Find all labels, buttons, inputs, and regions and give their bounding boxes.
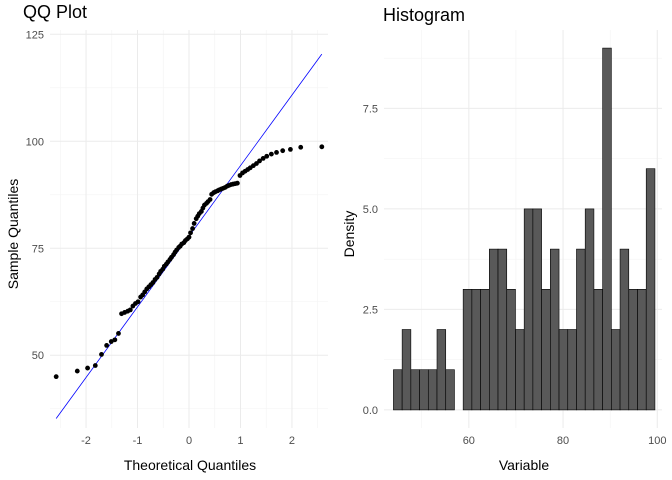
qq-point bbox=[207, 197, 213, 202]
qq-x-tick-label: -1 bbox=[133, 435, 143, 447]
histogram-title: Histogram bbox=[383, 5, 465, 25]
qq-point bbox=[257, 158, 262, 164]
qq-y-tick-labels: 50 75 100 125 bbox=[26, 29, 44, 362]
qq-point bbox=[319, 144, 325, 150]
histogram-x-tick-label: 100 bbox=[648, 435, 666, 447]
qq-point bbox=[268, 151, 274, 157]
histogram-panel: 60 80 100 0.02.55.07.5 Histogram Variable … bbox=[341, 5, 666, 473]
histogram-bar bbox=[419, 369, 429, 411]
histogram-bar bbox=[445, 369, 455, 411]
qq-point bbox=[108, 339, 114, 344]
qq-plot-title: QQ Plot bbox=[23, 2, 87, 22]
histogram-bar bbox=[645, 168, 656, 411]
histogram-bar bbox=[619, 248, 630, 411]
histogram-bar bbox=[506, 289, 516, 411]
histogram-bar bbox=[515, 329, 525, 411]
histogram-y-tick-label: 5.0 bbox=[363, 204, 378, 216]
histogram-bars bbox=[393, 47, 656, 411]
histogram-bar bbox=[593, 289, 603, 411]
qq-point bbox=[288, 147, 293, 152]
qq-x-tick-label: 0 bbox=[186, 435, 192, 447]
histogram-bar bbox=[462, 289, 473, 411]
histogram-bar bbox=[489, 248, 499, 411]
histogram-bar bbox=[523, 208, 534, 411]
histogram-bar bbox=[584, 208, 595, 411]
histogram-bar bbox=[471, 289, 481, 411]
histogram-y-tick-label: 2.5 bbox=[363, 304, 378, 316]
histogram-y-tick-labels: 0.0 2.5 5.0 7.5 bbox=[363, 103, 378, 417]
histogram-y-axis-title: Density bbox=[341, 211, 357, 258]
qq-point bbox=[234, 180, 240, 186]
histogram-bar bbox=[541, 289, 551, 411]
histogram-bar bbox=[611, 329, 621, 411]
qq-point bbox=[53, 374, 59, 380]
histogram-bar bbox=[427, 369, 438, 411]
histogram-bar bbox=[628, 289, 638, 411]
histogram-bar bbox=[436, 329, 447, 411]
qq-point bbox=[190, 226, 196, 231]
qq-x-axis-title: Theoretical Quantiles bbox=[124, 457, 256, 473]
qq-y-tick-label: 125 bbox=[26, 29, 44, 41]
histogram-bar bbox=[637, 289, 647, 411]
histogram-bar bbox=[497, 248, 508, 411]
histogram-x-tick-labels: 60 80 100 bbox=[463, 435, 667, 447]
histogram-bar bbox=[567, 329, 577, 411]
histogram-y-tick-label: 0.0 bbox=[363, 405, 378, 417]
histogram-y-tick-label: 7.5 bbox=[363, 103, 378, 115]
qq-point bbox=[264, 153, 270, 159]
histogram-bar bbox=[558, 329, 569, 411]
qq-point bbox=[104, 343, 110, 348]
qq-point bbox=[74, 368, 80, 374]
histogram-bar bbox=[480, 289, 490, 411]
histogram-x-tick-label: 60 bbox=[463, 435, 475, 447]
qq-point bbox=[85, 365, 90, 371]
qq-point bbox=[191, 221, 197, 226]
qq-point bbox=[186, 234, 192, 240]
qq-point bbox=[280, 148, 286, 154]
qq-point bbox=[188, 230, 193, 236]
histogram-bar bbox=[532, 208, 542, 411]
qq-point bbox=[260, 155, 266, 161]
qq-point bbox=[127, 307, 133, 313]
qq-x-tick-label: 2 bbox=[289, 435, 295, 447]
qq-gridlines bbox=[50, 30, 328, 428]
histogram-x-axis-title: Variable bbox=[499, 457, 550, 473]
qq-point bbox=[92, 363, 98, 368]
histogram-bar bbox=[401, 329, 412, 411]
qq-x-tick-labels: -2 -1 0 1 2 bbox=[81, 435, 295, 447]
qq-point bbox=[99, 351, 104, 357]
qq-point bbox=[112, 337, 118, 343]
histogram-bar bbox=[576, 248, 586, 411]
histogram-x-tick-label: 80 bbox=[557, 435, 569, 447]
qq-point bbox=[298, 144, 304, 150]
qq-y-tick-label: 100 bbox=[26, 136, 44, 148]
qq-point bbox=[274, 149, 279, 155]
histogram-bar bbox=[393, 369, 403, 411]
qq-plot-panel: -2 -1 0 1 2 50 75 100 125 QQ Plot Theoretical Q… bbox=[5, 2, 328, 473]
qq-y-tick-label: 50 bbox=[32, 350, 44, 362]
qq-point bbox=[135, 299, 141, 305]
qq-points bbox=[53, 144, 325, 380]
qq-y-axis-title: Sample Quantiles bbox=[5, 179, 21, 290]
qq-x-tick-label: 1 bbox=[237, 435, 243, 447]
qq-y-tick-label: 75 bbox=[32, 243, 44, 255]
histogram-bar bbox=[410, 369, 420, 411]
qq-point bbox=[116, 331, 121, 336]
qq-x-tick-label: -2 bbox=[81, 435, 91, 447]
histogram-bar bbox=[602, 47, 612, 411]
histogram-bar bbox=[550, 248, 560, 411]
